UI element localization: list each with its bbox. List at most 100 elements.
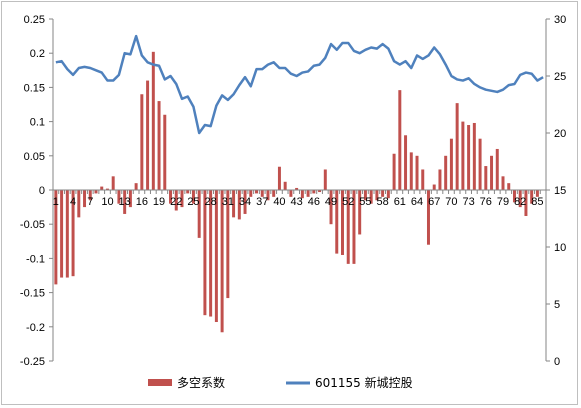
x-tick-label: 64 <box>411 196 423 208</box>
x-tick-label: 31 <box>222 196 234 208</box>
bar-77 <box>490 155 494 190</box>
x-tick-label: 85 <box>531 196 543 208</box>
right-axis-ticks: 0 5 10 15 20 25 30 <box>546 14 566 368</box>
bar-80 <box>507 183 511 190</box>
bar-55 <box>363 190 367 201</box>
x-tick-label: 10 <box>101 196 113 208</box>
x-tick-label: 28 <box>205 196 217 208</box>
bar-2 <box>60 190 64 278</box>
bar-5 <box>77 190 81 218</box>
bar-39 <box>272 190 276 197</box>
left-tick-label: -0.25 <box>20 356 45 368</box>
right-tick-label: 15 <box>554 185 566 197</box>
x-tick-label: 55 <box>359 196 371 208</box>
bar-49 <box>329 190 333 225</box>
bar-75 <box>478 138 482 190</box>
bar-85 <box>535 190 539 197</box>
bar-1 <box>54 190 58 285</box>
bar-35 <box>249 190 253 197</box>
bar-57 <box>375 190 379 201</box>
bar-27 <box>203 190 207 316</box>
bar-33 <box>237 190 241 220</box>
bar-43 <box>295 187 299 190</box>
bar-53 <box>352 190 356 264</box>
bar-37 <box>260 190 264 197</box>
bar-8 <box>94 190 98 194</box>
bar-15 <box>134 183 138 190</box>
x-tick-label: 43 <box>291 196 303 208</box>
bar-22 <box>174 190 178 211</box>
x-tick-label: 1 <box>53 196 59 208</box>
x-tick-label: 58 <box>376 196 388 208</box>
left-tick-label: -0.2 <box>26 322 45 334</box>
x-tick-label: 82 <box>514 196 526 208</box>
right-tick-label: 5 <box>554 299 560 311</box>
x-tick-label: 37 <box>256 196 268 208</box>
legend: 多空系数 601155 新城控股 <box>148 375 413 390</box>
x-tick-label: 61 <box>394 196 406 208</box>
x-tick-label: 7 <box>87 196 93 208</box>
x-axis-ticks: 1 4 7 10 13 16 19 22 25 28 31 34 37 40 43 46 49 52 55 58 61 6… <box>53 196 544 208</box>
bar-4 <box>71 190 75 277</box>
bar-32 <box>232 190 236 218</box>
bar-82 <box>518 190 522 208</box>
bar-series-group <box>54 51 539 333</box>
bar-83 <box>524 190 528 216</box>
bar-54 <box>358 190 362 235</box>
bar-6 <box>83 190 87 208</box>
x-tick-label: 70 <box>445 196 457 208</box>
bar-16 <box>140 94 144 190</box>
x-tick-label: 49 <box>325 196 337 208</box>
left-tick-label: 0 <box>39 185 45 197</box>
left-tick-label: 0.05 <box>24 151 45 163</box>
x-tick-label: 4 <box>70 196 76 208</box>
bar-78 <box>495 148 499 190</box>
bar-52 <box>346 190 350 264</box>
bar-66 <box>426 190 430 245</box>
x-tick-label: 52 <box>342 196 354 208</box>
bar-56 <box>369 190 373 204</box>
bar-76 <box>484 166 488 190</box>
bar-21 <box>169 190 173 204</box>
bar-17 <box>146 80 150 190</box>
bar-23 <box>180 190 184 208</box>
x-tick-label: 73 <box>462 196 474 208</box>
left-tick-label: 0.25 <box>24 14 45 26</box>
bar-9 <box>100 186 104 190</box>
bar-13 <box>123 190 127 214</box>
x-tick-label: 25 <box>187 196 199 208</box>
bar-28 <box>209 190 213 317</box>
bar-3 <box>65 190 69 278</box>
bar-12 <box>117 190 121 204</box>
bar-51 <box>341 190 344 255</box>
bar-31 <box>226 190 230 299</box>
bar-60 <box>392 153 396 190</box>
price-line <box>55 34 544 135</box>
bar-67 <box>432 184 436 190</box>
bar-11 <box>111 176 115 190</box>
bar-47 <box>318 190 322 193</box>
x-tick-label: 16 <box>136 196 148 208</box>
bar-84 <box>530 190 534 204</box>
bar-68 <box>438 169 442 190</box>
x-tick-label: 40 <box>273 196 285 208</box>
bar-25 <box>191 190 195 204</box>
bar-48 <box>323 169 327 190</box>
bar-74 <box>472 122 476 190</box>
x-tick-label: 13 <box>119 196 131 208</box>
left-axis-ticks: -0.25 -0.2 -0.15 -0.1 -0.05 0 0.05 0.1 0.15 0.2 0.… <box>20 14 53 368</box>
bar-81 <box>512 190 516 203</box>
bar-18 <box>151 51 155 190</box>
x-tick-label: 46 <box>308 196 320 208</box>
left-tick-label: -0.1 <box>26 253 45 265</box>
bar-45 <box>306 190 310 197</box>
bar-69 <box>444 155 448 190</box>
bar-42 <box>289 190 293 197</box>
bar-36 <box>255 190 258 194</box>
bar-71 <box>455 103 459 190</box>
left-tick-label: 0.1 <box>30 117 45 129</box>
bar-40 <box>277 166 281 190</box>
left-tick-label: 0.15 <box>24 82 45 94</box>
x-tick-label: 67 <box>428 196 440 208</box>
